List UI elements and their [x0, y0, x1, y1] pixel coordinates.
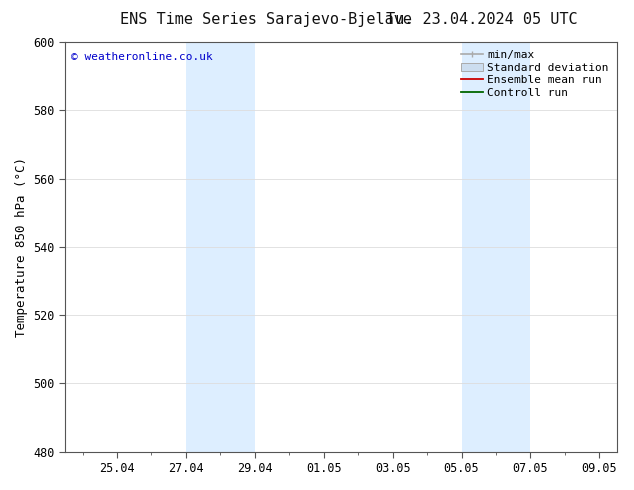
Text: Tu. 23.04.2024 05 UTC: Tu. 23.04.2024 05 UTC — [386, 12, 578, 27]
Text: © weatheronline.co.uk: © weatheronline.co.uk — [71, 52, 212, 62]
Legend: min/max, Standard deviation, Ensemble mean run, Controll run: min/max, Standard deviation, Ensemble me… — [458, 48, 611, 100]
Bar — [462, 42, 531, 452]
Bar — [186, 42, 255, 452]
Y-axis label: Temperature 850 hPa (°C): Temperature 850 hPa (°C) — [15, 157, 28, 337]
Text: ENS Time Series Sarajevo-Bjelave: ENS Time Series Sarajevo-Bjelave — [120, 12, 412, 27]
